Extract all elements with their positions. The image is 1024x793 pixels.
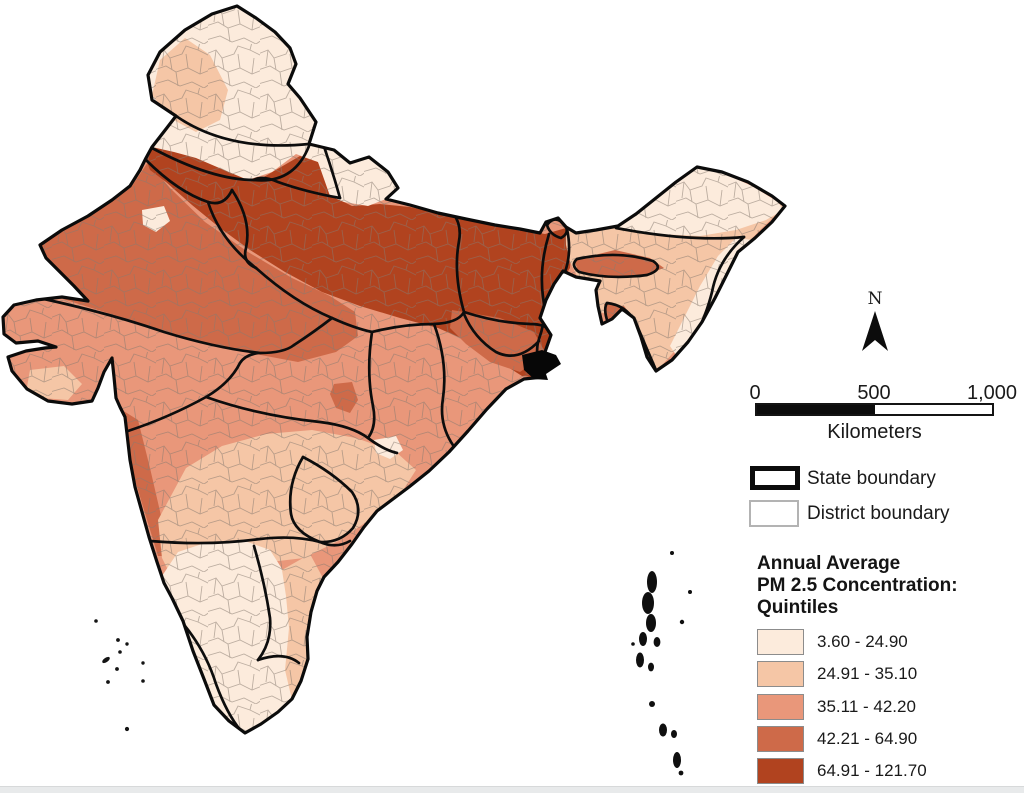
sundarbans-delta bbox=[522, 350, 561, 380]
scale-unit-label: Kilometers bbox=[827, 421, 922, 443]
page-edge-strip bbox=[0, 786, 1024, 793]
legend-label-q5: 64.91 - 121.70 bbox=[817, 761, 927, 780]
scale-bar: 0 500 1,000 Kilometers bbox=[741, 382, 1021, 443]
legend-swatch-q1 bbox=[757, 629, 804, 655]
north-arrow-label: N bbox=[867, 289, 883, 309]
legend-title: Annual Average PM 2.5 Concentration: Qui… bbox=[757, 553, 958, 619]
andaman-nicobar-islands bbox=[631, 551, 692, 776]
legend-label-q2: 24.91 - 35.10 bbox=[817, 664, 918, 683]
scale-bar-filled-half bbox=[757, 405, 875, 414]
legend-swatch-q3 bbox=[757, 694, 804, 720]
north-arrow: N bbox=[845, 290, 905, 356]
scale-tick-1000: 1,000 bbox=[966, 382, 1018, 404]
legend-label-q3: 35.11 - 42.20 bbox=[817, 697, 916, 716]
state-boundary-swatch bbox=[750, 466, 800, 490]
legend-title-line-3: Quintiles bbox=[757, 597, 839, 618]
india-landmass bbox=[3, 6, 785, 733]
state-boundaries bbox=[42, 114, 746, 733]
scale-tick-0: 0 bbox=[749, 382, 761, 404]
legend-title-line-1: Annual Average bbox=[757, 553, 901, 574]
legend-swatch-q4 bbox=[757, 726, 804, 752]
india-outline bbox=[1, 4, 787, 735]
scale-tick-500: 500 bbox=[857, 382, 891, 404]
legend-label-q1: 3.60 - 24.90 bbox=[817, 632, 908, 651]
district-boundary-swatch bbox=[749, 500, 799, 527]
state-boundary-label: State boundary bbox=[807, 468, 936, 489]
legend-swatch-q2 bbox=[757, 661, 804, 687]
scale-bar-track bbox=[755, 403, 994, 416]
district-boundary-texture bbox=[3, 6, 785, 733]
lakshadweep-islands bbox=[94, 619, 145, 732]
district-boundary-label: District boundary bbox=[807, 503, 950, 524]
legend-label-q4: 42.21 - 64.90 bbox=[817, 729, 918, 748]
legend-title-line-2: PM 2.5 Concentration: bbox=[757, 575, 958, 596]
north-arrow-icon bbox=[862, 311, 888, 351]
legend-swatch-q5 bbox=[757, 758, 804, 784]
